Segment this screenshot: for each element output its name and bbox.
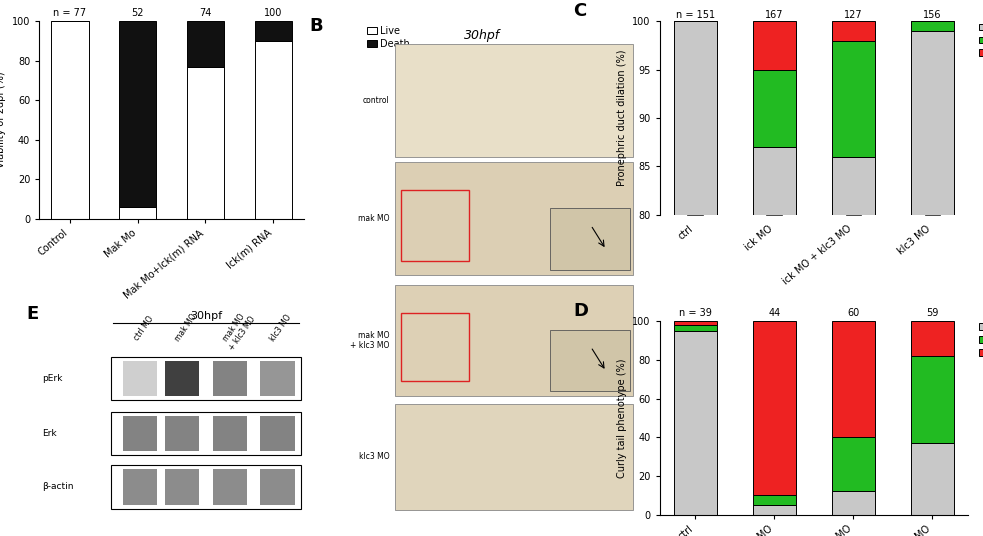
Bar xyxy=(111,357,301,400)
Text: mak MO: mak MO xyxy=(358,214,389,223)
Bar xyxy=(401,190,470,260)
Text: C: C xyxy=(573,2,587,20)
Bar xyxy=(165,361,200,396)
Text: D: D xyxy=(573,302,588,320)
Bar xyxy=(260,361,295,396)
Text: 30hpf: 30hpf xyxy=(190,311,222,321)
Bar xyxy=(832,437,875,492)
Text: E: E xyxy=(27,306,38,324)
Bar xyxy=(111,465,301,509)
Text: 52: 52 xyxy=(132,9,144,18)
Text: 44: 44 xyxy=(769,308,781,318)
Bar xyxy=(123,361,157,396)
Text: 167: 167 xyxy=(765,10,783,19)
Bar xyxy=(260,416,295,451)
Bar xyxy=(187,67,224,219)
Text: Erk: Erk xyxy=(42,429,57,438)
Bar xyxy=(832,41,875,157)
Text: n = 151: n = 151 xyxy=(675,10,715,19)
Bar xyxy=(401,312,470,382)
Bar xyxy=(911,443,954,515)
Bar xyxy=(753,505,796,515)
Text: 100: 100 xyxy=(264,9,282,18)
Bar xyxy=(673,321,717,325)
Bar xyxy=(549,330,630,391)
Bar xyxy=(212,469,247,505)
Bar xyxy=(673,331,717,515)
Bar xyxy=(673,21,717,536)
Bar xyxy=(123,469,157,505)
Text: 59: 59 xyxy=(926,308,939,318)
Text: mak MO: mak MO xyxy=(173,312,199,343)
Text: 127: 127 xyxy=(844,10,863,19)
Legend: Normal, Mild, Severe: Normal, Mild, Severe xyxy=(979,322,983,358)
Bar xyxy=(51,21,88,219)
Bar xyxy=(753,321,796,495)
Legend: Normal, Mild, Severe: Normal, Mild, Severe xyxy=(979,23,983,58)
Y-axis label: Pronephric duct dilation (%): Pronephric duct dilation (%) xyxy=(616,50,626,187)
Text: 60: 60 xyxy=(847,308,859,318)
Bar xyxy=(255,41,292,219)
Text: mak MO
+ klc3 MO: mak MO + klc3 MO xyxy=(350,331,389,351)
Bar xyxy=(832,21,875,41)
Text: control: control xyxy=(363,96,389,105)
Text: B: B xyxy=(309,17,322,34)
Bar xyxy=(255,21,292,41)
Text: ctrl MO: ctrl MO xyxy=(132,314,155,341)
Bar xyxy=(395,404,633,510)
Text: pErk: pErk xyxy=(42,374,62,383)
Y-axis label: Curly tail phenotype (%): Curly tail phenotype (%) xyxy=(616,358,626,478)
Bar xyxy=(549,208,630,271)
Bar xyxy=(165,416,200,451)
Bar xyxy=(119,21,156,207)
Bar xyxy=(832,321,875,437)
Bar xyxy=(395,43,633,157)
Text: klc3 MO: klc3 MO xyxy=(268,312,294,343)
Bar xyxy=(911,356,954,443)
Text: β-actin: β-actin xyxy=(42,482,74,492)
Text: 156: 156 xyxy=(923,10,942,19)
Bar xyxy=(911,31,954,536)
Bar xyxy=(832,492,875,515)
Text: n = 77: n = 77 xyxy=(53,9,87,18)
Bar xyxy=(395,285,633,396)
Legend: Live, Death: Live, Death xyxy=(367,26,410,49)
Bar xyxy=(187,21,224,67)
Bar xyxy=(753,21,796,70)
Bar xyxy=(395,162,633,276)
Bar xyxy=(111,412,301,456)
Bar xyxy=(832,157,875,536)
Text: mak MO
+ klc3 MO: mak MO + klc3 MO xyxy=(218,309,257,353)
Bar xyxy=(911,321,954,356)
Text: 30hpf: 30hpf xyxy=(464,29,499,42)
Text: 74: 74 xyxy=(200,9,211,18)
Y-axis label: Viability of 2dpf (%): Viability of 2dpf (%) xyxy=(0,72,6,168)
Bar xyxy=(753,495,796,505)
Bar xyxy=(123,416,157,451)
Text: klc3 MO: klc3 MO xyxy=(359,452,389,461)
Bar xyxy=(753,70,796,147)
Bar xyxy=(212,416,247,451)
Bar xyxy=(119,207,156,219)
Bar xyxy=(673,325,717,331)
Bar xyxy=(753,147,796,536)
Bar xyxy=(260,469,295,505)
Bar xyxy=(212,361,247,396)
Text: n = 39: n = 39 xyxy=(679,308,712,318)
Bar xyxy=(165,469,200,505)
Bar xyxy=(911,21,954,31)
